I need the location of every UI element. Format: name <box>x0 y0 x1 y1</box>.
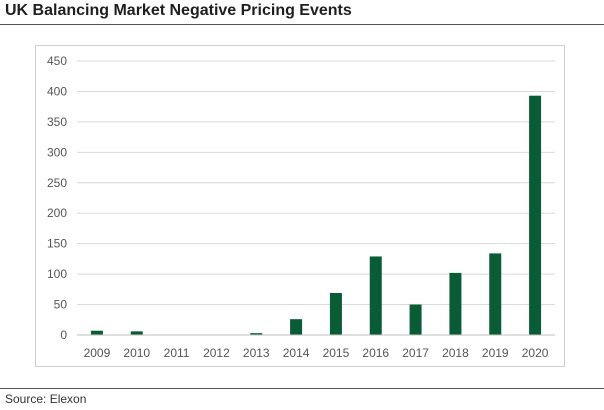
y-tick-label: 300 <box>47 145 67 159</box>
y-tick-label: 100 <box>47 267 67 281</box>
x-tick-label: 2019 <box>482 346 509 360</box>
x-tick-label: 2009 <box>84 346 111 360</box>
y-tick-label: 250 <box>47 176 67 190</box>
x-tick-label: 2010 <box>123 346 150 360</box>
x-tick-label: 2012 <box>203 346 230 360</box>
x-tick-label: 2018 <box>442 346 469 360</box>
bar-2009 <box>90 330 103 335</box>
x-tick-label: 2020 <box>522 346 549 360</box>
x-tick-label: 2017 <box>402 346 429 360</box>
y-tick-label: 200 <box>47 206 67 220</box>
bar-2016 <box>369 256 382 335</box>
bar-2017 <box>409 304 422 335</box>
bar-2014 <box>290 319 303 335</box>
bar-2015 <box>329 292 342 335</box>
y-tick-label: 450 <box>47 54 67 68</box>
x-tick-label: 2016 <box>362 346 389 360</box>
x-tick-label: 2014 <box>283 346 310 360</box>
bars <box>90 95 542 335</box>
bottom-divider <box>0 388 604 389</box>
y-tick-label: 50 <box>54 298 68 312</box>
y-tick-label: 350 <box>47 115 67 129</box>
x-tick-label: 2015 <box>323 346 350 360</box>
y-tick-label: 0 <box>60 328 67 342</box>
bar-2020 <box>529 95 542 335</box>
x-tick-label: 2013 <box>243 346 270 360</box>
y-tick-label: 150 <box>47 237 67 251</box>
chart-frame <box>35 45 565 367</box>
bar-2018 <box>449 272 462 335</box>
source-note: Source: Elexon <box>5 392 87 406</box>
gridlines <box>77 60 555 306</box>
top-divider <box>0 24 604 25</box>
x-axis-ticks: 2009 2010 2011 2012 2013 2014 2015 2016 2017 2018… <box>84 346 549 360</box>
y-axis-ticks: 0 50 100 150 200 250 300 350 400 450 <box>47 54 67 342</box>
bar-2013 <box>250 333 263 335</box>
bar-2010 <box>130 331 143 335</box>
chart-title: UK Balancing Market Negative Pricing Eve… <box>5 2 352 19</box>
y-tick-label: 400 <box>47 84 67 98</box>
bar-2019 <box>489 253 502 335</box>
x-tick-label: 2011 <box>164 346 190 360</box>
